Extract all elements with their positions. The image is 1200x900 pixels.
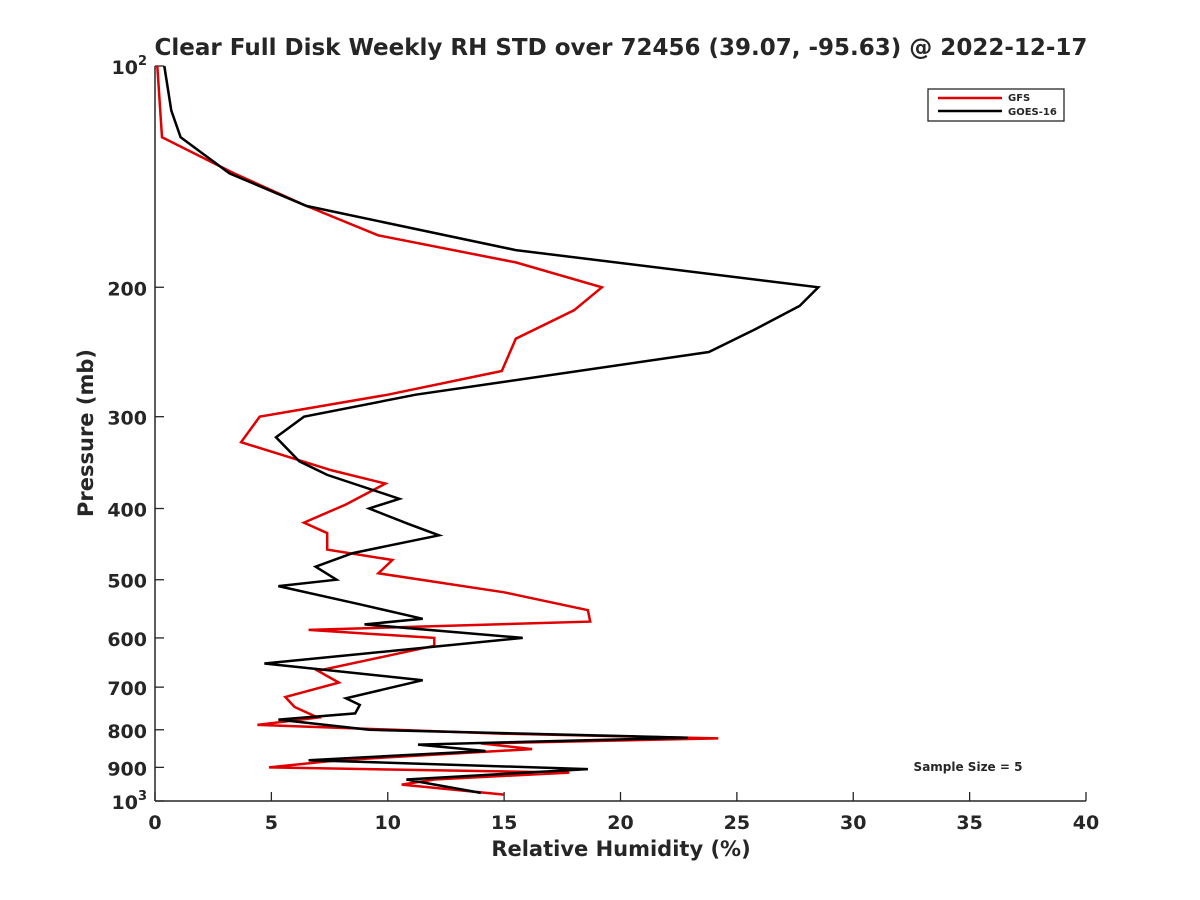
y-tick-label: 900 [107, 758, 147, 780]
series-line-gfs [156, 65, 719, 796]
x-tick-label: 30 [840, 812, 866, 834]
y-ticks: 102 200 300 400 500 600 700 800 900 103 [107, 54, 164, 814]
x-tick-label: 35 [956, 812, 982, 834]
legend: GFS GOES-16 [927, 88, 1065, 122]
x-tick-label: 10 [375, 812, 401, 834]
y-tick-label: 600 [107, 629, 147, 651]
y-tick-label: 500 [107, 571, 147, 593]
y-tick-label: 103 [112, 789, 148, 814]
x-tick-label: 0 [148, 812, 161, 834]
x-tick-label: 5 [265, 812, 278, 834]
x-ticks: 0 5 10 15 20 25 30 35 40 [148, 792, 1099, 834]
x-tick-label: 25 [724, 812, 750, 834]
x-tick-label: 20 [607, 812, 633, 834]
y-tick-label: 102 [112, 54, 148, 79]
legend-box [927, 88, 1065, 122]
x-axis-label: Relative Humidity (%) [491, 837, 750, 861]
x-tick-label: 15 [491, 812, 517, 834]
legend-label-gfs: GFS [1008, 93, 1030, 104]
x-tick-label: 40 [1073, 812, 1099, 834]
sample-size-annotation: Sample Size = 5 [914, 760, 1023, 774]
axes [154, 66, 1086, 802]
series-line-goes16 [163, 65, 821, 795]
y-tick-label: 200 [107, 278, 147, 300]
y-tick-label: 400 [107, 500, 147, 522]
y-tick-label: 700 [107, 678, 147, 700]
y-tick-label: 800 [107, 721, 147, 743]
y-axis-label: Pressure (mb) [74, 349, 98, 517]
chart-title: Clear Full Disk Weekly RH STD over 72456… [155, 35, 1088, 61]
y-tick-label: 300 [107, 408, 147, 430]
series-layer [156, 65, 821, 796]
legend-label-goes16: GOES-16 [1008, 107, 1057, 118]
